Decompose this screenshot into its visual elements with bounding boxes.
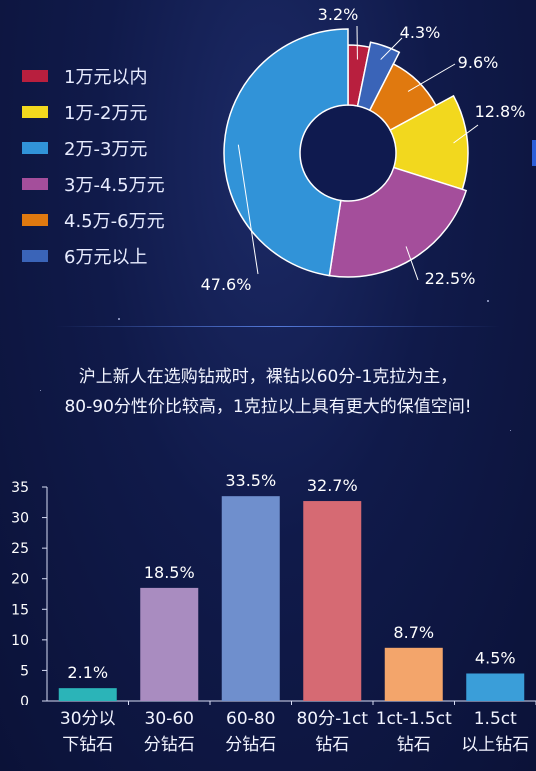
- x-category-label-line: 80分-1ct: [296, 709, 369, 729]
- bar-value-label: 32.7%: [307, 476, 358, 495]
- pie-leader-line: [380, 37, 403, 60]
- bar: [140, 587, 199, 701]
- legend-item-under-1w: 1万元以内: [22, 58, 165, 94]
- x-category-label-line: 30-60: [144, 709, 194, 729]
- legend-swatch: [22, 178, 48, 190]
- legend-label: 3万-4.5万元: [64, 175, 165, 196]
- pie-slice: [223, 28, 349, 277]
- bar-value-label: 18.5%: [144, 563, 195, 582]
- legend-item-1w-2w: 1万-2万元: [22, 94, 165, 130]
- pie-value-label: 3.2%: [318, 5, 359, 24]
- x-category-label: 60-80 分钻石: [208, 706, 294, 758]
- x-category-label-line: 钻石: [396, 735, 431, 755]
- summary-text: 沪上新人在选购钻戒时，裸钻以60分-1克拉为主， 80-90分性价比较高，1克拉…: [0, 362, 536, 422]
- y-tick-label: 10: [11, 633, 29, 649]
- y-tick-label: 25: [11, 541, 29, 557]
- pie-value-label: 47.6%: [201, 275, 252, 294]
- bar-value-label: 33.5%: [225, 471, 276, 490]
- legend-item-2w-3w: 2万-3万元: [22, 130, 165, 166]
- x-category-label-line: 1ct-1.5ct: [375, 709, 452, 729]
- side-tab: [532, 140, 536, 166]
- summary-line-2: 80-90分性价比较高，1克拉以上具有更大的保值空间!: [64, 397, 472, 417]
- y-tick-label: 5: [20, 663, 29, 679]
- bar-value-label: 8.7%: [393, 623, 434, 642]
- legend-swatch: [22, 214, 48, 226]
- pie-leader-line: [237, 144, 259, 275]
- legend-label: 4.5万-6万元: [64, 211, 165, 232]
- legend-item-4.5w-6w: 4.5万-6万元: [22, 202, 165, 238]
- bar-chart: 0 5 10 15 20 25 30 35 2.1% 18.5% 33.5% 32.7% 8.7% 4.5…: [11, 471, 536, 705]
- x-category-label-line: 钻石: [315, 735, 350, 755]
- legend-item-3w-4.5w: 3万-4.5万元: [22, 166, 165, 202]
- y-tick-label: 15: [11, 602, 29, 618]
- divider: [55, 326, 500, 327]
- pie-value-label: 4.3%: [400, 23, 441, 42]
- x-category-label-line: 60-80: [226, 709, 276, 729]
- bar-value-label: 2.1%: [67, 663, 108, 682]
- y-tick-label: 20: [11, 572, 29, 588]
- x-category-label: 30-60 分钻石: [126, 706, 212, 758]
- y-tick-label: 30: [11, 511, 29, 527]
- x-category-label: 1.5ct 以上钻石: [452, 706, 536, 758]
- x-category-label-line: 分钻石: [225, 735, 277, 755]
- summary-line-1: 沪上新人在选购钻戒时，裸钻以60分-1克拉为主，: [78, 367, 458, 387]
- pie-leader-line: [405, 246, 419, 281]
- pie-leader-line: [453, 124, 479, 144]
- bar: [303, 501, 362, 701]
- x-category-label-line: 以上钻石: [461, 735, 530, 755]
- bar: [221, 496, 280, 701]
- x-category-label: 1ct-1.5ct 钻石: [371, 706, 457, 758]
- legend-swatch: [22, 106, 48, 118]
- x-category-label-line: 下钻石: [62, 735, 114, 755]
- pie-value-label: 12.8%: [475, 102, 526, 121]
- bar: [384, 647, 443, 701]
- y-tick-label: 35: [11, 480, 29, 496]
- donut-hole: [301, 106, 395, 200]
- legend-item-over-6w: 6万元以上: [22, 238, 165, 274]
- x-category-label-line: 1.5ct: [473, 709, 517, 729]
- x-category-label-line: 30分以: [59, 709, 116, 729]
- legend-swatch: [22, 250, 48, 262]
- legend-label: 2万-3万元: [64, 139, 148, 160]
- pie-slice: [328, 166, 468, 278]
- x-category-label: 30分以下钻石: [45, 706, 131, 758]
- bar: [466, 673, 525, 701]
- pie-legend: 1万元以内 1万-2万元 2万-3万元 3万-4.5万元 4.5万-6万元 6万…: [22, 58, 165, 274]
- legend-swatch: [22, 142, 48, 154]
- legend-label: 1万元以内: [64, 67, 148, 88]
- pie-value-label: 22.5%: [425, 269, 476, 288]
- legend-swatch: [22, 70, 48, 82]
- pie-value-label: 9.6%: [458, 53, 499, 72]
- y-tick-label: 0: [20, 694, 29, 705]
- x-category-label: 80分-1ct 钻石: [289, 706, 375, 758]
- bar-value-label: 4.5%: [475, 648, 516, 667]
- x-category-label-line: 分钻石: [143, 735, 195, 755]
- legend-label: 6万元以上: [64, 247, 148, 268]
- pie-leader-line: [407, 63, 456, 92]
- donut-chart: 3.2% 4.3% 9.6% 12.8% 22.5% 47.6%: [201, 5, 526, 294]
- bar: [58, 688, 117, 701]
- legend-label: 1万-2万元: [64, 103, 148, 124]
